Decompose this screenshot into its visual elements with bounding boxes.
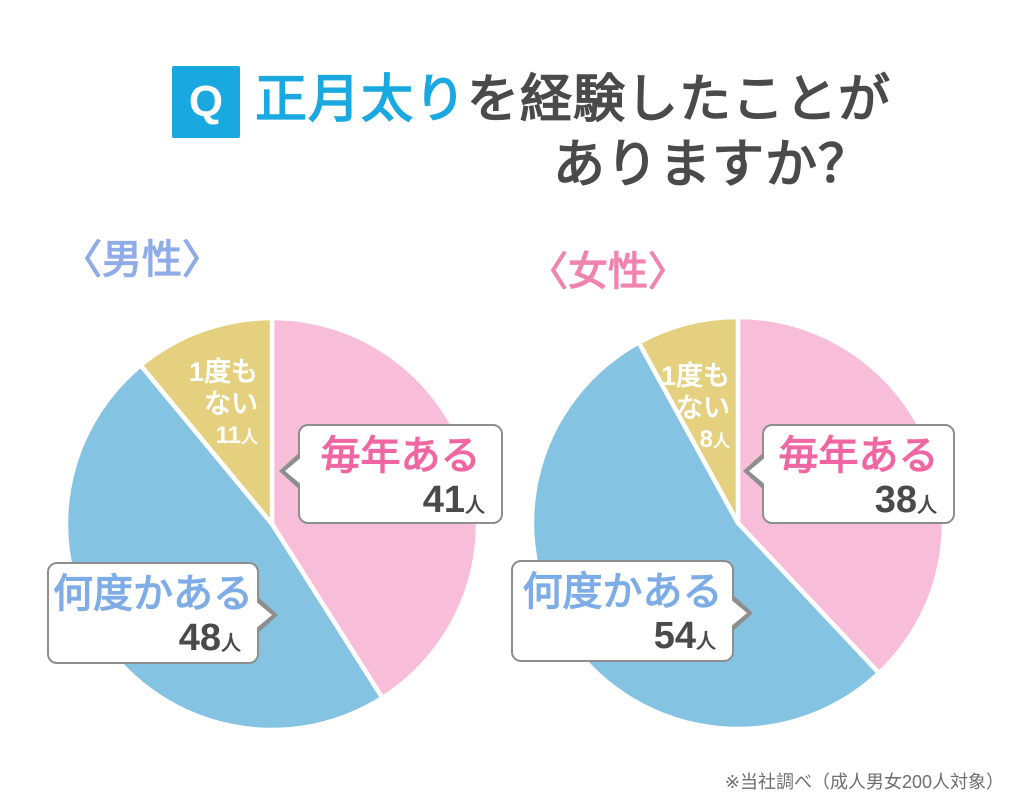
- question-title-line2: ありますか？: [553, 136, 872, 194]
- male-every-year-label: 毎年ある: [320, 434, 481, 478]
- male-several-times-callout: 何度かある 48人: [47, 562, 278, 664]
- female-never-slice-label: 1度も ない 8人: [630, 360, 730, 458]
- female-several-times-callout: 何度かある 54人: [511, 560, 753, 662]
- male-never-count: 11人: [215, 422, 258, 449]
- callout-tail-icon: [743, 452, 767, 490]
- male-never-line1: 1度も: [188, 357, 258, 387]
- male-every-year-count: 41人: [422, 479, 485, 521]
- male-several-times-count: 48人: [178, 617, 241, 659]
- male-several-times-label: 何度かある: [53, 572, 253, 616]
- female-chart-title: 〈女性〉: [528, 250, 688, 294]
- male-never-slice-label: 1度も ない 11人: [158, 356, 258, 454]
- female-every-year-count: 38人: [874, 479, 937, 521]
- callout-tail-icon: [729, 594, 753, 632]
- female-every-year-callout: 毎年ある 38人: [743, 424, 955, 524]
- male-every-year-callout: 毎年ある 41人: [279, 424, 503, 524]
- female-every-year-label: 毎年ある: [778, 434, 939, 478]
- female-never-line1: 1度も: [660, 361, 730, 391]
- male-chart-title: 〈男性〉: [62, 238, 222, 282]
- female-several-times-count: 54人: [653, 615, 716, 657]
- female-several-times-label: 何度かある: [522, 570, 723, 614]
- female-never-line2: ない: [676, 393, 730, 423]
- callout-tail-icon: [279, 452, 303, 490]
- question-title-rest: を経験したことが: [467, 71, 892, 129]
- male-never-line2: ない: [204, 389, 258, 419]
- survey-footnote: ※当社調べ（成人男女200人対象）: [724, 772, 1004, 792]
- question-badge: Q: [172, 66, 240, 138]
- female-never-count: 8人: [699, 426, 730, 453]
- callout-tail-icon: [254, 596, 278, 634]
- pie-slice-1度もない: [636, 314, 741, 526]
- question-title-highlight: 正月太り: [255, 71, 468, 129]
- pie-slice-1度もない: [138, 315, 275, 527]
- question-title-line1: 正月太りを経験したことが: [255, 62, 891, 138]
